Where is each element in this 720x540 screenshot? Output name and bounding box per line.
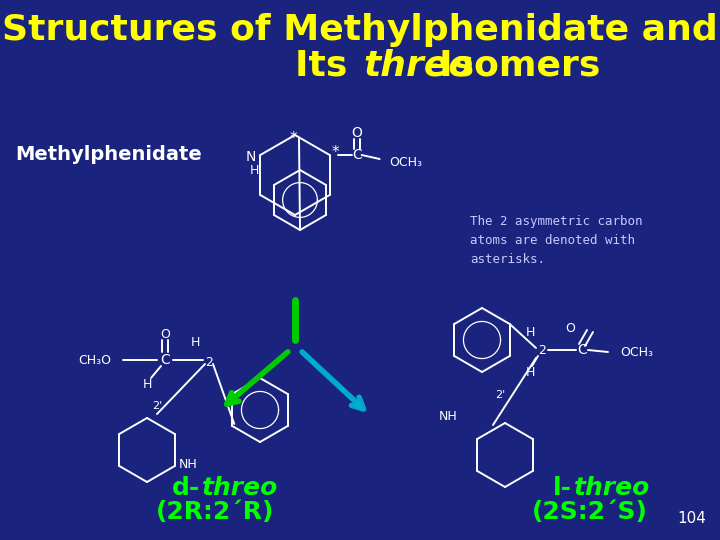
Text: O: O [160,327,170,341]
Text: 2': 2' [152,401,162,411]
Text: O: O [565,321,575,334]
Text: O: O [351,126,362,140]
Text: CH₃O: CH₃O [78,354,111,367]
Text: threo: threo [363,48,473,82]
Text: C: C [352,148,361,162]
Text: NH: NH [179,457,197,470]
Text: OCH₃: OCH₃ [390,157,423,170]
Text: 2': 2' [495,390,505,400]
Text: 104: 104 [677,511,706,526]
Text: N: N [246,150,256,164]
Text: H: H [143,377,152,390]
Text: -Isomers: -Isomers [424,48,600,82]
Text: H: H [250,165,259,178]
Text: d-: d- [172,476,200,500]
Text: *: * [332,145,339,160]
Text: (2S:2´S): (2S:2´S) [532,500,648,524]
Text: H: H [526,326,535,339]
Text: Methylphenidate: Methylphenidate [15,145,202,165]
Text: threo: threo [202,476,278,500]
Text: (2R:2´R): (2R:2´R) [156,500,274,524]
Text: H: H [190,335,199,348]
Text: *: * [289,131,297,145]
Text: 2: 2 [538,343,546,356]
Text: threo: threo [574,476,650,500]
Text: Structures of Methylphenidate and: Structures of Methylphenidate and [2,13,718,47]
Text: 2: 2 [205,355,213,368]
Text: H: H [526,366,535,379]
Text: Its: Its [295,48,360,82]
Text: NH: NH [439,410,458,423]
Text: C: C [160,353,170,367]
Text: l-: l- [553,476,572,500]
Text: C: C [577,343,587,357]
Text: OCH₃: OCH₃ [620,346,653,359]
Text: The 2 asymmetric carbon
atoms are denoted with
asterisks.: The 2 asymmetric carbon atoms are denote… [470,215,642,266]
